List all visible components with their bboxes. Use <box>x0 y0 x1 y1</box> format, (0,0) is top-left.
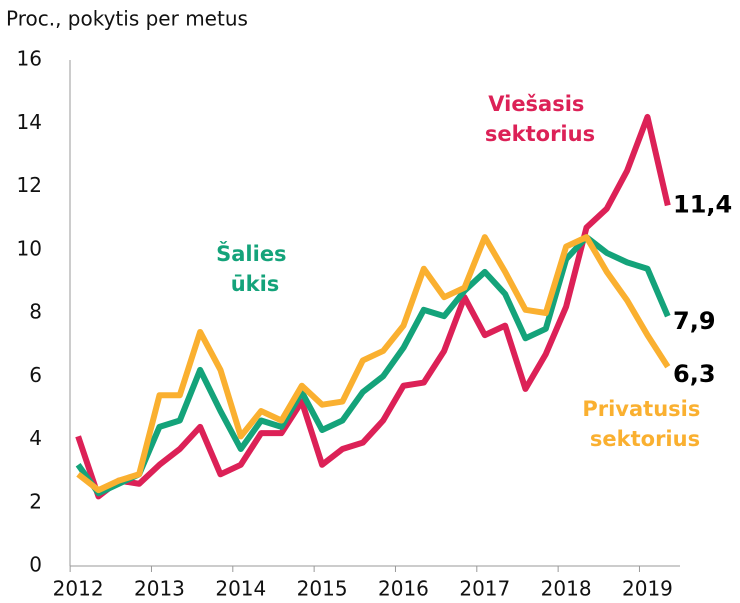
end-label: 7,9 <box>673 307 716 335</box>
y-tick-label: 0 <box>29 553 42 577</box>
series-line <box>76 234 671 494</box>
series-line <box>75 234 671 497</box>
series-label: Viešasis sektorius <box>485 92 595 146</box>
y-tick-label: 16 <box>17 47 42 71</box>
x-tick-label: 2014 <box>215 577 266 601</box>
y-tick-label: 8 <box>29 300 42 324</box>
end-label: 11,4 <box>673 190 732 218</box>
y-tick-label: 12 <box>17 173 42 197</box>
series-line <box>75 113 671 500</box>
x-tick-label: 2015 <box>297 577 348 601</box>
y-tick-label: 10 <box>17 236 42 260</box>
chart-title: Proc., pokytis per metus <box>6 7 248 31</box>
series-label: Privatusis sektorius <box>582 397 707 451</box>
y-tick-label: 2 <box>29 489 42 513</box>
x-tick-label: 2018 <box>541 577 592 601</box>
x-tick-label: 2019 <box>622 577 673 601</box>
x-tick-label: 2012 <box>53 577 104 601</box>
y-tick-label: 14 <box>17 110 42 134</box>
x-tick-label: 2016 <box>378 577 429 601</box>
y-tick-label: 4 <box>29 426 42 450</box>
series-label: Šalies ūkis <box>216 241 294 296</box>
x-tick-label: 2013 <box>134 577 185 601</box>
x-tick-label: 2017 <box>459 577 510 601</box>
y-tick-label: 6 <box>29 363 42 387</box>
end-label: 6,3 <box>673 360 716 388</box>
